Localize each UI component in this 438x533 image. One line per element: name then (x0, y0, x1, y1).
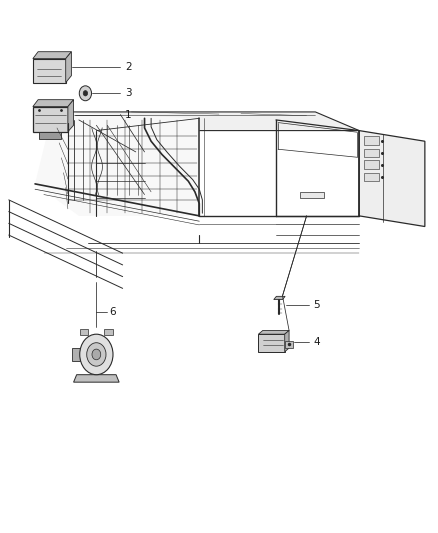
Circle shape (80, 334, 113, 375)
Text: 5: 5 (313, 300, 320, 310)
Bar (300, 192, 324, 198)
Polygon shape (33, 59, 66, 83)
Polygon shape (33, 52, 71, 59)
Polygon shape (66, 52, 71, 83)
Text: 6: 6 (110, 307, 116, 317)
Circle shape (79, 86, 92, 101)
Text: 1: 1 (125, 110, 131, 119)
Polygon shape (39, 132, 61, 139)
Text: 4: 4 (313, 337, 320, 347)
Bar (364, 160, 379, 169)
Polygon shape (359, 131, 425, 227)
Circle shape (87, 343, 106, 366)
Polygon shape (285, 341, 293, 348)
Polygon shape (72, 348, 80, 361)
Polygon shape (33, 107, 68, 132)
Circle shape (83, 91, 88, 96)
Polygon shape (53, 112, 359, 131)
Polygon shape (258, 330, 289, 334)
Polygon shape (274, 296, 285, 300)
Text: 2: 2 (125, 62, 131, 71)
Bar (104, 329, 113, 335)
Bar (364, 173, 379, 181)
Polygon shape (74, 375, 119, 382)
Polygon shape (33, 100, 74, 107)
Circle shape (92, 349, 101, 360)
Bar (80, 329, 88, 335)
Text: 3: 3 (125, 88, 131, 98)
Bar (364, 149, 379, 157)
Polygon shape (35, 112, 199, 216)
Polygon shape (285, 330, 289, 352)
Polygon shape (258, 334, 285, 352)
Polygon shape (68, 100, 74, 132)
Bar (364, 136, 379, 145)
